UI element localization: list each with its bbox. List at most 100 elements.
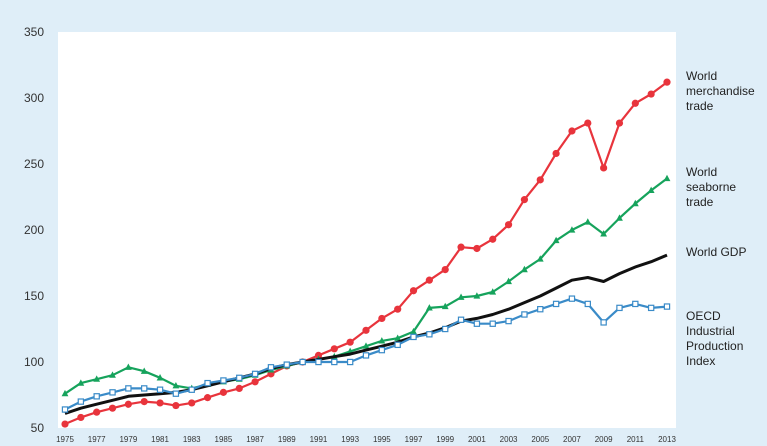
data-point: [346, 358, 354, 366]
data-point: [568, 295, 576, 302]
data-point: [410, 333, 417, 341]
data-point: [647, 90, 655, 98]
data-point: [616, 214, 623, 221]
x-tick-label: 1993: [341, 435, 359, 444]
data-point: [631, 99, 639, 107]
data-point: [489, 235, 497, 243]
data-point: [61, 406, 69, 413]
data-point: [109, 389, 116, 396]
y-tick-label: 150: [24, 289, 44, 303]
data-point: [125, 385, 132, 392]
data-point: [203, 394, 212, 402]
data-point: [77, 398, 85, 405]
data-point: [568, 226, 576, 233]
data-point: [600, 230, 608, 237]
data-point: [378, 337, 386, 344]
data-point: [93, 375, 101, 382]
data-point: [552, 300, 560, 308]
x-tick-label: 2011: [627, 435, 645, 444]
data-point: [441, 302, 449, 310]
data-point: [188, 399, 196, 407]
data-point: [93, 408, 101, 416]
data-point: [552, 149, 560, 158]
x-tick-label: 1975: [56, 435, 74, 444]
x-tick-label: 1989: [278, 435, 296, 444]
data-point: [315, 358, 322, 366]
data-point: [520, 196, 529, 204]
data-point: [394, 341, 401, 349]
x-tick-label: 1985: [215, 435, 233, 444]
series-label: World GDP: [686, 245, 746, 259]
data-point: [283, 361, 290, 368]
data-point: [93, 393, 100, 400]
data-point: [236, 374, 243, 382]
data-point: [140, 367, 148, 374]
data-point: [425, 276, 433, 284]
data-point: [663, 78, 671, 86]
data-point: [584, 119, 592, 127]
data-point: [521, 265, 528, 273]
data-point: [505, 317, 512, 325]
data-point: [220, 377, 227, 384]
data-point: [568, 127, 576, 135]
data-point: [536, 255, 544, 262]
series-line: [64, 253, 668, 415]
series-3: [64, 253, 668, 415]
data-point: [600, 164, 608, 172]
data-point: [457, 293, 465, 300]
data-point: [489, 288, 497, 295]
data-point: [378, 346, 386, 354]
data-point: [410, 327, 417, 335]
y-tick-label: 250: [24, 157, 44, 171]
x-tick-label: 2003: [500, 435, 518, 444]
series-label: World merchandise trade: [686, 69, 755, 113]
series-label: World seaborne trade: [686, 165, 736, 209]
data-point: [124, 400, 132, 408]
data-point: [140, 398, 148, 406]
data-point: [362, 326, 370, 334]
series-1: [61, 78, 671, 428]
y-axis: 50 100 150 200 250 300 350: [24, 25, 44, 435]
data-point: [600, 319, 607, 326]
data-point: [663, 174, 671, 182]
data-point: [77, 379, 85, 386]
y-tick-label: 50: [31, 421, 45, 435]
data-point: [219, 388, 228, 396]
x-tick-label: 2007: [563, 435, 581, 444]
data-point: [156, 374, 164, 381]
data-point: [172, 390, 180, 397]
data-point: [330, 345, 338, 353]
x-tick-label: 1979: [119, 435, 137, 444]
data-point: [61, 389, 69, 397]
x-tick-label: 1991: [310, 435, 328, 444]
y-tick-label: 200: [24, 223, 44, 237]
data-point: [647, 304, 655, 312]
data-point: [124, 363, 132, 370]
data-point: [616, 304, 623, 312]
y-tick-label: 100: [24, 355, 44, 369]
data-point: [204, 379, 211, 387]
data-point: [378, 314, 386, 323]
x-tick-label: 1977: [88, 435, 106, 444]
data-point: [473, 292, 481, 299]
data-point: [441, 266, 449, 274]
x-tick-label: 1999: [436, 435, 454, 444]
x-tick-label: 1987: [246, 435, 264, 444]
data-point: [536, 176, 544, 184]
data-point: [647, 186, 655, 193]
data-point: [77, 413, 85, 422]
data-point: [172, 381, 180, 389]
data-point: [425, 304, 433, 311]
data-point: [584, 218, 592, 225]
data-point: [156, 386, 164, 393]
data-point: [457, 316, 465, 323]
x-tick-label: 2013: [658, 435, 676, 444]
x-tick-label: 2005: [531, 435, 549, 444]
data-point: [473, 244, 481, 253]
x-tick-label: 1995: [373, 435, 391, 444]
x-axis: 1975 1977 1979 1981 1983 1985 1987 1989 1991 1993…: [56, 435, 676, 444]
data-point: [394, 305, 402, 313]
series-labels: World merchandise trade World seaborne trade W…: [686, 69, 755, 368]
y-tick-label: 300: [24, 91, 44, 105]
